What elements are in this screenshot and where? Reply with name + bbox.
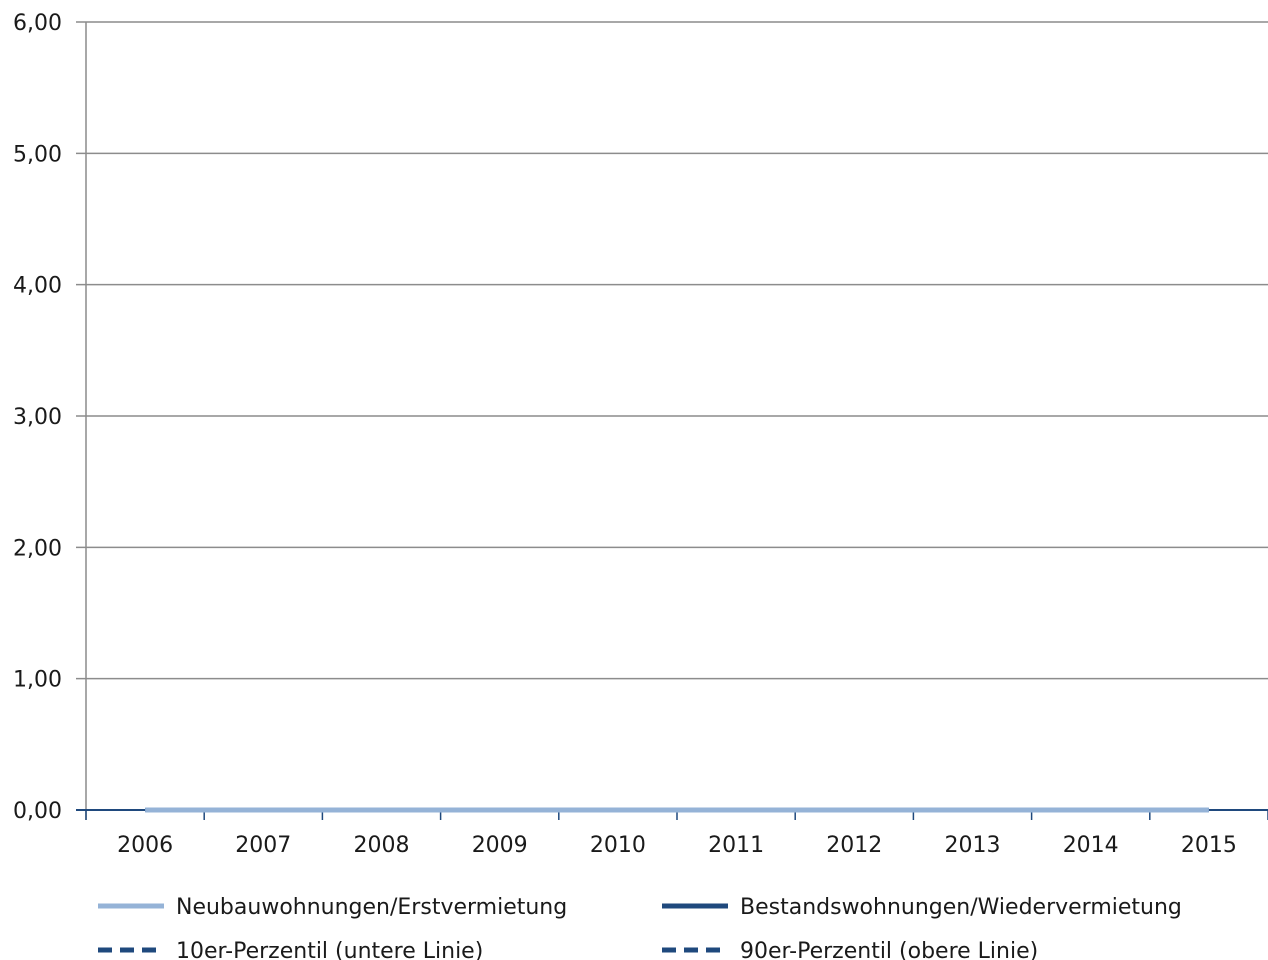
x-tick-label: 2010 [590, 833, 646, 858]
y-tick-label: 6,00 [13, 11, 62, 36]
y-tick-label: 2,00 [13, 536, 62, 561]
y-tick-label: 4,00 [13, 274, 62, 299]
legend-label: 90er-Perzentil (obere Linie) [740, 939, 1038, 960]
x-tick-label: 2012 [826, 833, 882, 858]
legend: Neubauwohnungen/Erstvermietung Bestandswo… [98, 895, 1182, 960]
x-tick-label: 2009 [472, 833, 528, 858]
legend-label: Neubauwohnungen/Erstvermietung [176, 895, 567, 920]
y-tick-labels: 0,00 1,00 2,00 3,00 4,00 5,00 6,00 [13, 11, 62, 824]
x-tick-label: 2006 [117, 833, 173, 858]
y-tick-label: 1,00 [13, 668, 62, 693]
legend-label: Bestandswohnungen/Wiedervermietung [740, 895, 1182, 920]
y-tick-label: 5,00 [13, 142, 62, 167]
x-tick-label: 2014 [1063, 833, 1119, 858]
y-tick-label: 3,00 [13, 405, 62, 430]
grid-lines [76, 21, 1268, 680]
x-tick-label: 2011 [708, 833, 764, 858]
y-tick-label: 0,00 [13, 799, 62, 824]
x-tick-labels: 2006 2007 2008 2009 2010 2011 2012 2013 2014 2015 [85, 810, 1268, 858]
x-tick-label: 2008 [354, 833, 410, 858]
legend-label: 10er-Perzentil (untere Linie) [176, 939, 483, 960]
x-tick-label: 2015 [1181, 833, 1237, 858]
axes [76, 22, 1268, 820]
x-tick-label: 2007 [235, 833, 291, 858]
x-tick-label: 2013 [945, 833, 1001, 858]
